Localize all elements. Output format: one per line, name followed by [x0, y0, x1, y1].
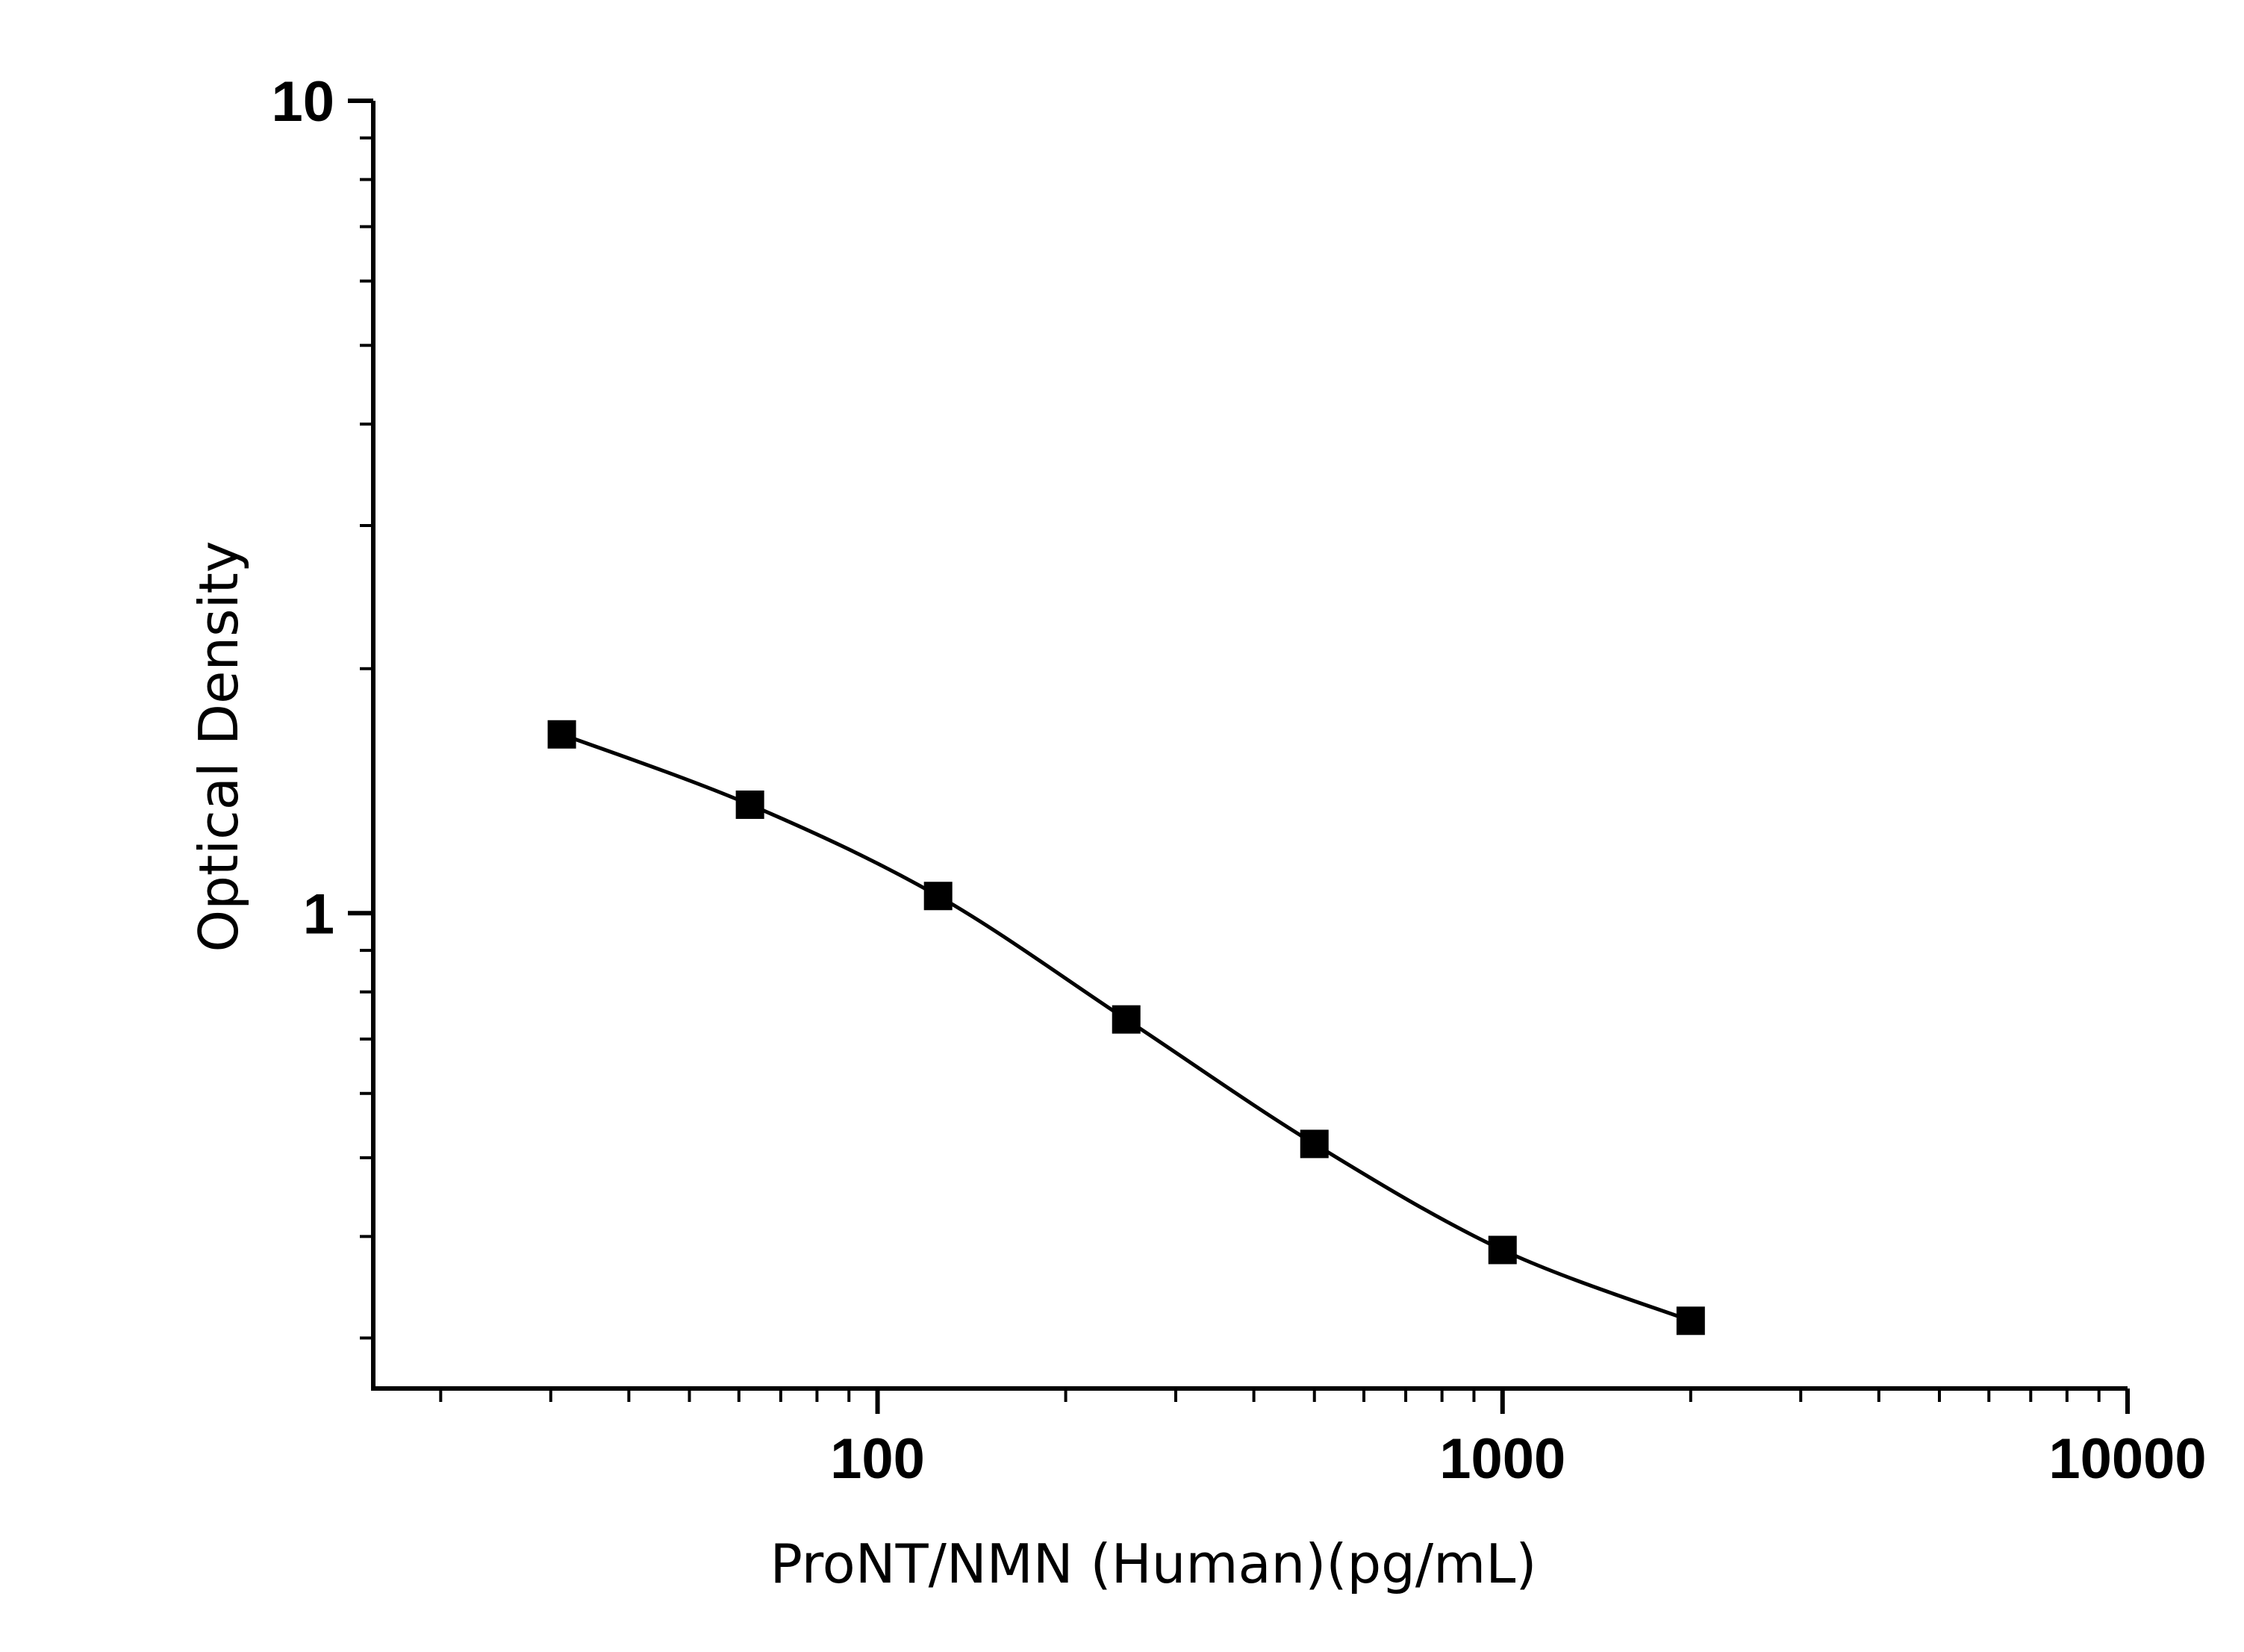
data-points: [547, 720, 1705, 1335]
y-tick-label: 1: [303, 882, 334, 946]
y-axis-title: Optical Density: [187, 541, 250, 953]
data-point: [735, 790, 764, 819]
x-tick-label: 10000: [2048, 1427, 2206, 1491]
x-tick-label: 100: [830, 1427, 925, 1491]
data-point: [547, 720, 576, 749]
data-point: [923, 882, 953, 911]
y-tick-label: 10: [271, 70, 334, 134]
x-tick-label: 1000: [1439, 1427, 1565, 1491]
axis-ticks: [348, 99, 2130, 1414]
x-axis-title: ProNT/NMN (Human)(pg/mL): [770, 1533, 1537, 1595]
data-point: [1488, 1235, 1517, 1265]
data-point: [1112, 1005, 1141, 1034]
data-point: [1676, 1306, 1705, 1335]
data-point: [1300, 1129, 1329, 1159]
tick-labels: 100 1000 10000 1 10: [271, 70, 2206, 1491]
